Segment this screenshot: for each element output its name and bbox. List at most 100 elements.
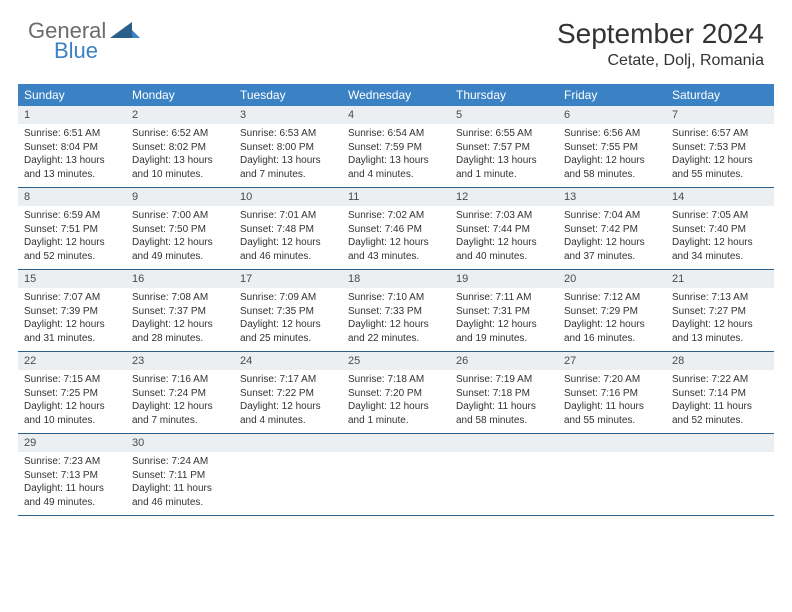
sunset-text: Sunset: 7:42 PM — [564, 223, 660, 237]
sunset-text: Sunset: 7:50 PM — [132, 223, 228, 237]
sunrise-text: Sunrise: 7:10 AM — [348, 291, 444, 305]
daylight-text: Daylight: 12 hours and 43 minutes. — [348, 236, 444, 263]
empty-cell — [666, 434, 774, 516]
day-cell-14: 14Sunrise: 7:05 AMSunset: 7:40 PMDayligh… — [666, 188, 774, 270]
daylight-text: Daylight: 13 hours and 13 minutes. — [24, 154, 120, 181]
sunrise-text: Sunrise: 7:07 AM — [24, 291, 120, 305]
location-subtitle: Cetate, Dolj, Romania — [557, 52, 764, 70]
day-number — [666, 434, 774, 452]
logo: General Blue — [28, 18, 140, 64]
day-cell-15: 15Sunrise: 7:07 AMSunset: 7:39 PMDayligh… — [18, 270, 126, 352]
sunrise-text: Sunrise: 7:02 AM — [348, 209, 444, 223]
daylight-text: Daylight: 12 hours and 7 minutes. — [132, 400, 228, 427]
sunset-text: Sunset: 7:33 PM — [348, 305, 444, 319]
day-cell-12: 12Sunrise: 7:03 AMSunset: 7:44 PMDayligh… — [450, 188, 558, 270]
sunset-text: Sunset: 7:11 PM — [132, 469, 228, 483]
daylight-text: Daylight: 12 hours and 52 minutes. — [24, 236, 120, 263]
day-cell-23: 23Sunrise: 7:16 AMSunset: 7:24 PMDayligh… — [126, 352, 234, 434]
day-content: Sunrise: 7:03 AMSunset: 7:44 PMDaylight:… — [450, 206, 558, 269]
sunrise-text: Sunrise: 7:03 AM — [456, 209, 552, 223]
day-number: 10 — [234, 188, 342, 206]
day-content: Sunrise: 7:00 AMSunset: 7:50 PMDaylight:… — [126, 206, 234, 269]
day-number: 18 — [342, 270, 450, 288]
day-content: Sunrise: 7:23 AMSunset: 7:13 PMDaylight:… — [18, 452, 126, 515]
day-cell-8: 8Sunrise: 6:59 AMSunset: 7:51 PMDaylight… — [18, 188, 126, 270]
sunrise-text: Sunrise: 7:12 AM — [564, 291, 660, 305]
daylight-text: Daylight: 12 hours and 40 minutes. — [456, 236, 552, 263]
sunset-text: Sunset: 8:02 PM — [132, 141, 228, 155]
day-content: Sunrise: 7:17 AMSunset: 7:22 PMDaylight:… — [234, 370, 342, 433]
sunset-text: Sunset: 7:16 PM — [564, 387, 660, 401]
day-cell-13: 13Sunrise: 7:04 AMSunset: 7:42 PMDayligh… — [558, 188, 666, 270]
daylight-text: Daylight: 11 hours and 46 minutes. — [132, 482, 228, 509]
sunset-text: Sunset: 7:55 PM — [564, 141, 660, 155]
sunset-text: Sunset: 7:13 PM — [24, 469, 120, 483]
day-header-tuesday: Tuesday — [234, 84, 342, 106]
day-number — [450, 434, 558, 452]
day-number: 29 — [18, 434, 126, 452]
sunrise-text: Sunrise: 6:59 AM — [24, 209, 120, 223]
sunrise-text: Sunrise: 7:01 AM — [240, 209, 336, 223]
sunrise-text: Sunrise: 7:22 AM — [672, 373, 768, 387]
daylight-text: Daylight: 12 hours and 1 minute. — [348, 400, 444, 427]
sunset-text: Sunset: 7:53 PM — [672, 141, 768, 155]
daylight-text: Daylight: 12 hours and 22 minutes. — [348, 318, 444, 345]
sunrise-text: Sunrise: 6:52 AM — [132, 127, 228, 141]
day-number: 20 — [558, 270, 666, 288]
day-cell-5: 5Sunrise: 6:55 AMSunset: 7:57 PMDaylight… — [450, 106, 558, 188]
logo-triangle-icon — [110, 20, 140, 42]
day-content: Sunrise: 7:11 AMSunset: 7:31 PMDaylight:… — [450, 288, 558, 351]
sunset-text: Sunset: 7:29 PM — [564, 305, 660, 319]
day-number — [558, 434, 666, 452]
day-content: Sunrise: 7:07 AMSunset: 7:39 PMDaylight:… — [18, 288, 126, 351]
day-content: Sunrise: 7:20 AMSunset: 7:16 PMDaylight:… — [558, 370, 666, 433]
daylight-text: Daylight: 12 hours and 13 minutes. — [672, 318, 768, 345]
sunset-text: Sunset: 7:31 PM — [456, 305, 552, 319]
day-number: 4 — [342, 106, 450, 124]
day-cell-16: 16Sunrise: 7:08 AMSunset: 7:37 PMDayligh… — [126, 270, 234, 352]
day-cell-9: 9Sunrise: 7:00 AMSunset: 7:50 PMDaylight… — [126, 188, 234, 270]
daylight-text: Daylight: 13 hours and 7 minutes. — [240, 154, 336, 181]
day-cell-20: 20 Sunrise: 7:12 AMSunset: 7:29 PMDayligh… — [558, 270, 666, 352]
day-number: 24 — [234, 352, 342, 370]
day-number: 11 — [342, 188, 450, 206]
day-number: 14 — [666, 188, 774, 206]
week-row: 29Sunrise: 7:23 AMSunset: 7:13 PMDayligh… — [18, 434, 774, 516]
sunrise-text: Sunrise: 7:13 AM — [672, 291, 768, 305]
sunrise-text: Sunrise: 7:09 AM — [240, 291, 336, 305]
header: General Blue September 2024 Cetate, Dolj… — [0, 0, 792, 78]
sunset-text: Sunset: 8:04 PM — [24, 141, 120, 155]
sunrise-text: Sunrise: 6:56 AM — [564, 127, 660, 141]
daylight-text: Daylight: 12 hours and 16 minutes. — [564, 318, 660, 345]
day-number: 6 — [558, 106, 666, 124]
day-header-friday: Friday — [558, 84, 666, 106]
day-number: 28 — [666, 352, 774, 370]
day-header-wednesday: Wednesday — [342, 84, 450, 106]
day-number: 27 — [558, 352, 666, 370]
sunset-text: Sunset: 7:37 PM — [132, 305, 228, 319]
sunrise-text: Sunrise: 7:00 AM — [132, 209, 228, 223]
day-number: 17 — [234, 270, 342, 288]
sunrise-text: Sunrise: 7:08 AM — [132, 291, 228, 305]
sunrise-text: Sunrise: 6:57 AM — [672, 127, 768, 141]
sunrise-text: Sunrise: 6:54 AM — [348, 127, 444, 141]
sunset-text: Sunset: 7:25 PM — [24, 387, 120, 401]
daylight-text: Daylight: 12 hours and 19 minutes. — [456, 318, 552, 345]
sunset-text: Sunset: 7:46 PM — [348, 223, 444, 237]
day-header-monday: Monday — [126, 84, 234, 106]
sunrise-text: Sunrise: 7:16 AM — [132, 373, 228, 387]
sunset-text: Sunset: 7:27 PM — [672, 305, 768, 319]
day-cell-19: 19Sunrise: 7:11 AMSunset: 7:31 PMDayligh… — [450, 270, 558, 352]
day-cell-30: 30Sunrise: 7:24 AMSunset: 7:11 PMDayligh… — [126, 434, 234, 516]
day-number: 16 — [126, 270, 234, 288]
daylight-text: Daylight: 12 hours and 46 minutes. — [240, 236, 336, 263]
day-cell-21: 21Sunrise: 7:13 AMSunset: 7:27 PMDayligh… — [666, 270, 774, 352]
week-row: 1Sunrise: 6:51 AMSunset: 8:04 PMDaylight… — [18, 106, 774, 188]
sunrise-text: Sunrise: 7:19 AM — [456, 373, 552, 387]
day-content: Sunrise: 7:04 AMSunset: 7:42 PMDaylight:… — [558, 206, 666, 269]
daylight-text: Daylight: 12 hours and 55 minutes. — [672, 154, 768, 181]
sunset-text: Sunset: 7:44 PM — [456, 223, 552, 237]
day-cell-7: 7Sunrise: 6:57 AMSunset: 7:53 PMDaylight… — [666, 106, 774, 188]
sunrise-text: Sunrise: 7:04 AM — [564, 209, 660, 223]
day-cell-24: 24Sunrise: 7:17 AMSunset: 7:22 PMDayligh… — [234, 352, 342, 434]
